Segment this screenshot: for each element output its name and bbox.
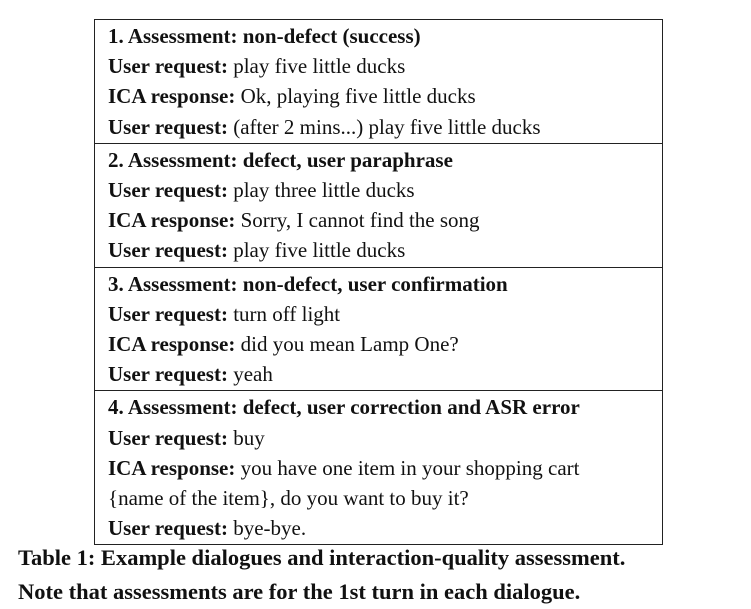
utterance-text: Ok, playing five little ducks [235, 84, 476, 109]
speaker-label: User request: [108, 54, 228, 79]
dialogue-line: ICA response: Ok, playing five little du… [108, 81, 662, 111]
dialogue-line: User request: play five little ducks [108, 51, 662, 81]
dialogue-section-2: 2. Assessment: defect, user paraphrase U… [95, 142, 662, 267]
utterance-text: bye-bye. [227, 516, 307, 541]
dialogue-line-continuation: {name of the item}, do you want to buy i… [108, 483, 662, 513]
utterance-text: buy [227, 425, 265, 450]
speaker-label: User request: [108, 178, 228, 203]
speaker-label: User request: [108, 425, 228, 450]
speaker-label: User request: [108, 362, 228, 387]
section-heading: 1. Assessment: non-defect (success) [108, 24, 421, 48]
utterance-text: did you mean Lamp One? [235, 332, 459, 357]
dialogue-line: ICA response: Sorry, I cannot find the s… [108, 205, 662, 235]
dialogue-table: 1. Assessment: non-defect (success) User… [94, 19, 663, 546]
utterance-text: Sorry, I cannot find the song [235, 208, 480, 233]
dialogue-section-4: 4. Assessment: defect, user correction a… [95, 390, 662, 544]
table-caption: Table 1: Example dialogues and interacti… [18, 541, 748, 609]
utterance-text: turn off light [227, 301, 341, 326]
speaker-label: ICA response: [108, 455, 236, 480]
dialogue-line: User request: yeah [108, 359, 662, 389]
utterance-text: play five little ducks [227, 238, 406, 263]
dialogue-line: ICA response: you have one item in your … [108, 453, 662, 483]
speaker-label: User request: [108, 238, 228, 263]
utterance-text: play three little ducks [227, 178, 415, 203]
utterance-text: play five little ducks [227, 54, 406, 79]
dialogue-section-3: 3. Assessment: non-defect, user confirma… [95, 266, 662, 391]
utterance-text: {name of the item}, do you want to buy i… [108, 486, 469, 511]
dialogue-line: User request: play three little ducks [108, 175, 662, 205]
dialogue-line: User request: (after 2 mins...) play fiv… [108, 112, 662, 142]
dialogue-line: User request: buy [108, 423, 662, 453]
speaker-label: User request: [108, 516, 228, 541]
speaker-label: User request: [108, 114, 228, 139]
dialogue-line: ICA response: did you mean Lamp One? [108, 329, 662, 359]
speaker-label: ICA response: [108, 208, 236, 233]
section-heading: 2. Assessment: defect, user paraphrase [108, 147, 453, 172]
section-heading: 4. Assessment: defect, user correction a… [108, 395, 580, 420]
utterance-text: yeah [227, 362, 273, 387]
speaker-label: ICA response: [108, 84, 236, 109]
caption-line-2: Note that assessments are for the 1st tu… [18, 579, 581, 604]
dialogue-line: User request: play five little ducks [108, 235, 662, 265]
dialogue-section-1: 1. Assessment: non-defect (success) User… [95, 20, 662, 143]
section-heading: 3. Assessment: non-defect, user confirma… [108, 271, 508, 296]
speaker-label: ICA response: [108, 332, 236, 357]
utterance-text: (after 2 mins...) play five little ducks [227, 114, 541, 139]
dialogue-line: User request: turn off light [108, 299, 662, 329]
utterance-text: you have one item in your shopping cart [235, 455, 580, 480]
dialogue-line: User request: bye-bye. [108, 513, 662, 543]
speaker-label: User request: [108, 301, 228, 326]
caption-line-1: Table 1: Example dialogues and interacti… [18, 545, 626, 570]
